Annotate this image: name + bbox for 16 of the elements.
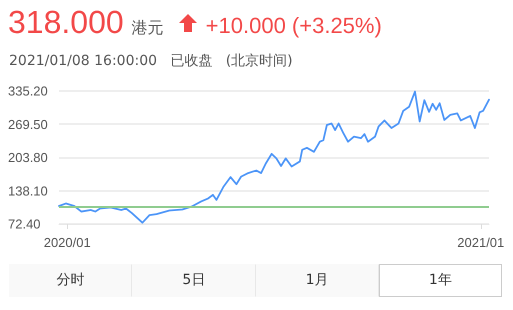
chart-subtitle: 2021/01/08 16:00:00 已收盘 (北京时间) <box>9 52 293 70</box>
x-tick-label: 2021/01 <box>457 235 504 250</box>
y-tick-label: 203.80 <box>8 150 48 165</box>
text: 分时 <box>9 264 132 297</box>
chart-title: 318.000 <box>8 4 124 41</box>
x-tick-label: 2020/01 <box>44 235 91 250</box>
text: 1月 <box>256 264 379 297</box>
y-tick-label: 335.20 <box>8 84 48 98</box>
text: 港元 <box>132 18 164 39</box>
text: +10.000 (+3.25%) <box>206 13 382 39</box>
y-tick-label: 269.50 <box>8 116 48 132</box>
line-series <box>58 90 490 224</box>
y-tick-label: 72.40 <box>8 216 41 232</box>
text: 5日 <box>132 264 256 297</box>
text: 1年 <box>378 264 502 297</box>
y-tick-label: 138.10 <box>8 183 48 198</box>
